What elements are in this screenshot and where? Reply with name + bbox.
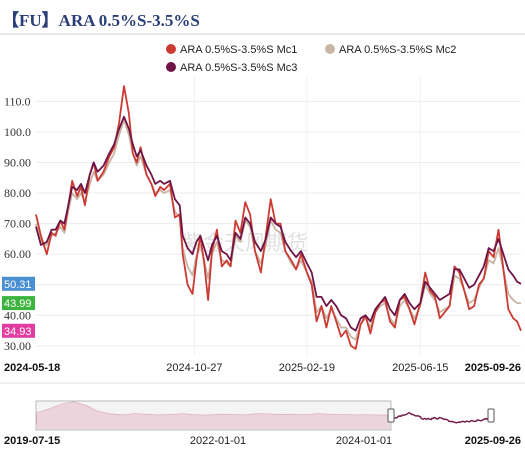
y-tick-label: 80.00 [4,186,31,200]
legend-label-mc3: ARA 0.5%S-3.5%S Mc3 [180,62,297,74]
last-value-tags: 34.93 43.99 50.31 [2,276,35,338]
x-axis-tick-labels: 2024-05-18 2024-10-27 2025-02-19 2025-06-15… [4,362,521,374]
last-value-tag-mc2: 43.99 [2,296,35,311]
last-value-tag-text: 34.93 [4,326,32,338]
chart-title: 【FU】ARA 0.5%S-3.5%S [2,11,200,30]
series-lines [35,85,522,350]
x-tick-label: 2024-10-27 [166,362,222,374]
last-value-tag-mc3: 50.31 [2,276,35,291]
x-tick-label: 2025-02-19 [279,362,335,374]
last-value-tag-box [2,296,35,311]
x-tick-label: 2024-05-18 [4,362,60,374]
navigator-tick-label: 2024-01-01 [336,435,392,447]
last-value-tag-text: 50.31 [4,279,32,291]
legend[interactable]: ARA 0.5%S-3.5%S Mc1 ARA 0.5%S-3.5%S Mc2 … [166,44,456,74]
y-tick-label: 110.0 [4,94,31,108]
y-tick-label: 40.00 [4,308,31,322]
last-value-tag-box [2,276,35,291]
navigator-start-label: 2019-07-15 [4,435,60,447]
legend-item-mc2[interactable]: ARA 0.5%S-3.5%S Mc2 [325,44,456,56]
y-axis-tick-labels: 30.0040.0050.0060.0070.0080.0090.00100.0… [4,94,31,352]
series-line-mc1 [35,85,522,350]
legend-marker-mc3 [166,62,176,72]
series-line-mc3 [35,115,522,332]
legend-item-mc3[interactable]: ARA 0.5%S-3.5%S Mc3 [166,62,297,74]
legend-label-mc2: ARA 0.5%S-3.5%S Mc2 [339,44,456,56]
legend-item-mc1[interactable]: ARA 0.5%S-3.5%S Mc1 [166,44,297,56]
last-value-tag-text: 43.99 [4,298,32,310]
navigator-right-handle[interactable] [487,408,495,423]
navigator-selected-range[interactable] [391,401,491,430]
navigator-selected-line [390,411,492,424]
x-gridlines [193,76,421,355]
navigator-tick-label: 2022-01-01 [190,435,246,447]
y-tick-label: 60.00 [4,247,31,261]
last-value-tag-mc1: 34.93 [2,323,35,338]
x-tick-label: 2025-06-15 [392,362,448,374]
legend-label-mc1: ARA 0.5%S-3.5%S Mc1 [180,44,297,56]
navigator-history-fill [37,402,390,429]
legend-marker-mc2 [325,44,335,54]
navigator-end-label: 2025-09-26 [465,435,521,447]
navigator-left-handle[interactable] [387,408,395,423]
x-tick-label: 2025-09-26 [465,362,521,374]
legend-marker-mc1 [166,44,176,54]
y-tick-label: 30.00 [4,339,31,353]
last-value-tag-box [2,323,35,338]
y-tick-label: 100.0 [4,125,31,139]
y-tick-label: 90.00 [4,156,31,170]
y-tick-label: 70.00 [4,217,31,231]
